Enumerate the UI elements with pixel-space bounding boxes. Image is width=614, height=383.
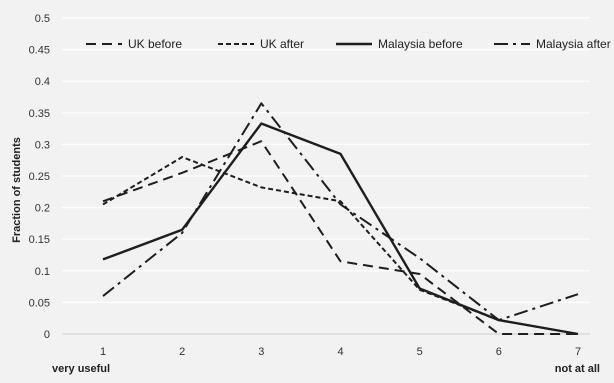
x-tick-label: 2 [179,346,185,358]
y-tick-labels: 0 0.05 0.1 0.15 0.2 0.25 0.3 0.35 0.4 0.45 0.5 [29,13,50,341]
legend: UK before UK after Malaysia before Malaysia… [86,37,611,51]
series-line-uk-after [102,156,579,335]
series-line-uk-before [102,140,578,335]
y-tick-label: 0.3 [35,139,50,151]
x-tick-label: 6 [496,346,502,358]
y-tick-label: 0 [44,329,50,341]
x-tick-label: 7 [575,346,581,358]
x-tick-label: 4 [337,346,343,358]
y-tick-label: 0.25 [29,171,50,183]
x-tick-label: 3 [258,346,264,358]
legend-label: UK after [260,37,304,51]
y-tick-label: 0.35 [29,108,50,120]
y-tick-label: 0.4 [35,76,50,88]
series-lines [102,102,579,336]
x-tick-labels: 1 2 3 4 5 6 7 [100,346,581,358]
y-tick-label: 0.15 [29,234,50,246]
y-tick-label: 0.2 [35,203,50,215]
y-tick-label: 0.1 [35,266,50,278]
x-end-label-right: not at all [555,363,600,375]
legend-label: Malaysia after [536,37,611,51]
gridlines [62,17,590,335]
x-tick-label: 5 [417,346,423,358]
y-axis-label: Fraction of students [11,137,23,243]
y-tick-label: 0.45 [29,45,50,57]
y-tick-label: 0.5 [35,13,50,25]
y-tick-label: 0.05 [29,297,50,309]
series-line-malaysia-after [102,102,579,322]
x-tick-label: 1 [100,346,106,358]
legend-label: Malaysia before [378,37,463,51]
x-end-label-left: very useful [52,363,110,375]
legend-label: UK before [128,37,182,51]
